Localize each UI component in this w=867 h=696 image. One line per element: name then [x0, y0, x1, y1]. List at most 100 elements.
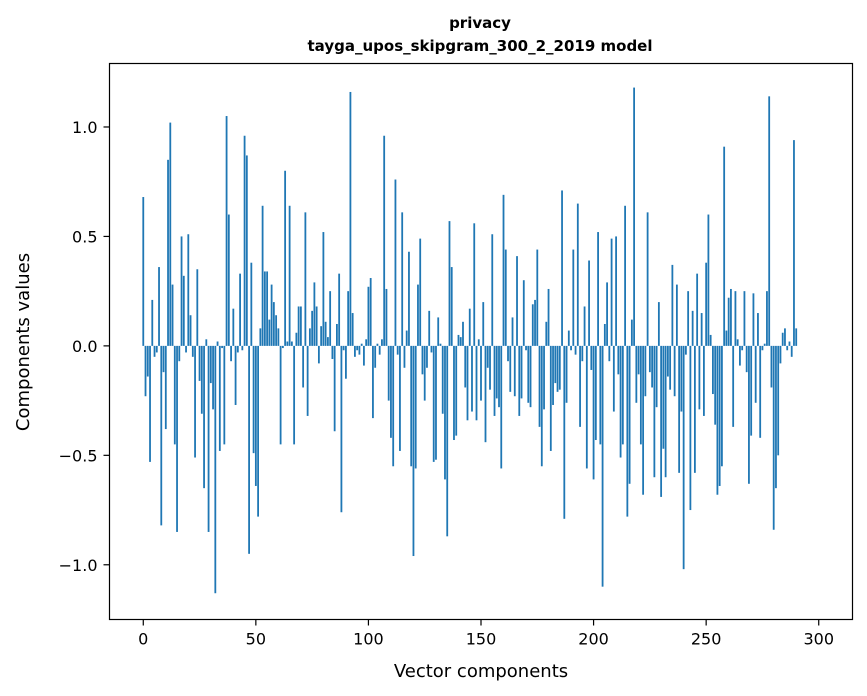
bar — [757, 313, 759, 346]
bar — [500, 345, 503, 469]
bar — [696, 273, 699, 346]
x-tick-label: 150 — [466, 630, 497, 649]
x-tick-label: 50 — [246, 630, 266, 649]
x-tick-label: 100 — [353, 630, 384, 649]
bar — [408, 251, 410, 346]
bar — [315, 306, 318, 346]
y-axis-ticks: −1.0 −0.5 0.0 0.5 1.0 — [59, 118, 110, 575]
y-axis-label: Components values — [13, 253, 34, 431]
bar — [142, 197, 145, 346]
bar — [437, 317, 440, 346]
bar — [329, 291, 332, 346]
bar — [727, 297, 730, 346]
bar — [664, 345, 667, 478]
bar — [581, 345, 584, 362]
bar — [766, 291, 768, 346]
bar — [775, 345, 777, 489]
bar — [626, 345, 629, 517]
x-tick-label: 250 — [691, 630, 722, 649]
bar — [232, 308, 235, 346]
bar — [225, 116, 228, 346]
bars-group — [142, 87, 798, 594]
bar — [709, 334, 712, 346]
bar — [466, 345, 469, 421]
bar — [387, 345, 390, 401]
bar — [259, 328, 262, 346]
bar — [441, 345, 444, 414]
bar — [621, 345, 624, 445]
bar — [495, 345, 498, 399]
bar — [597, 232, 599, 346]
bar — [153, 345, 156, 357]
bar — [250, 262, 253, 346]
bar — [693, 345, 696, 473]
bar — [743, 291, 746, 346]
bar — [207, 345, 210, 532]
bar — [538, 345, 541, 427]
bar — [421, 345, 424, 375]
bar — [268, 319, 271, 346]
bar — [628, 345, 631, 484]
bar — [583, 306, 586, 346]
bar — [777, 345, 780, 456]
bar — [471, 345, 473, 412]
bar — [536, 249, 539, 346]
bar — [486, 345, 489, 368]
y-tick-label: 1.0 — [72, 118, 97, 137]
bar — [718, 345, 721, 486]
bar — [417, 284, 419, 346]
bar — [401, 212, 404, 346]
x-axis-label: Vector components — [394, 661, 568, 682]
bar — [712, 345, 714, 395]
bar — [617, 345, 620, 375]
bar — [493, 345, 496, 416]
bar — [527, 345, 530, 403]
bar — [457, 334, 460, 346]
bar — [795, 328, 798, 346]
bar — [212, 345, 214, 410]
bar — [293, 345, 296, 445]
bar — [603, 323, 606, 346]
bar — [311, 310, 314, 346]
bar — [606, 282, 608, 346]
bar — [239, 273, 241, 346]
bar — [381, 339, 383, 346]
bar — [698, 345, 701, 410]
bar — [196, 269, 199, 346]
bar — [453, 345, 455, 441]
bar — [612, 345, 615, 412]
bar — [378, 345, 381, 355]
bar — [272, 302, 275, 346]
bar — [390, 345, 392, 438]
bar — [403, 345, 406, 368]
bar — [739, 345, 741, 366]
bar — [455, 345, 458, 436]
bar — [770, 345, 773, 388]
bar — [200, 345, 203, 414]
bar — [732, 345, 735, 427]
bar — [689, 345, 692, 511]
bar — [482, 302, 485, 346]
bar — [383, 135, 386, 346]
bar — [399, 345, 401, 451]
bar — [144, 345, 147, 397]
bar — [545, 321, 548, 346]
bar — [529, 345, 532, 408]
bar — [734, 291, 737, 346]
bar — [572, 249, 575, 346]
bar — [635, 345, 638, 403]
bar — [241, 345, 244, 351]
bar — [414, 345, 417, 469]
bar — [772, 345, 775, 530]
bar — [187, 234, 190, 346]
bar — [151, 299, 154, 346]
bar — [322, 232, 325, 346]
bar — [646, 212, 649, 346]
bar — [182, 275, 185, 346]
bar — [223, 345, 226, 445]
bar — [684, 345, 687, 355]
bar — [570, 345, 572, 351]
bar — [763, 343, 766, 346]
bar — [270, 284, 273, 346]
bar — [160, 345, 163, 526]
